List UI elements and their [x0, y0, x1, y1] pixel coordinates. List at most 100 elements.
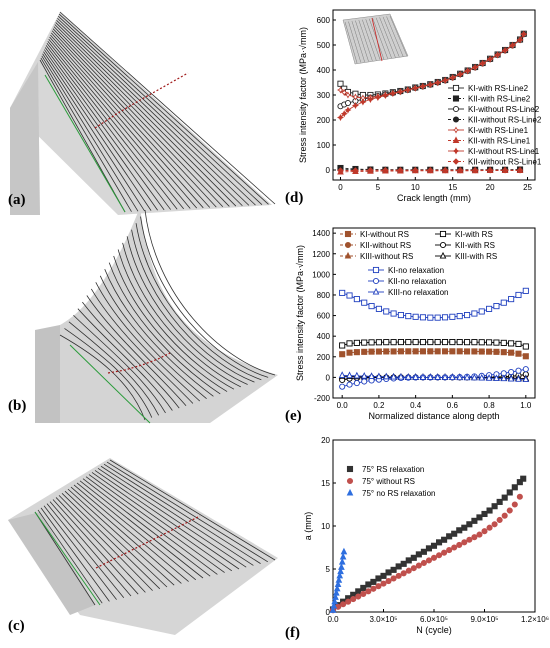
data-point [500, 339, 507, 346]
data-point [383, 308, 390, 315]
data-point [471, 64, 479, 71]
data-point [419, 314, 427, 321]
panel-label-e: (e) [285, 408, 302, 424]
mesh-image-c [8, 458, 278, 635]
data-point [337, 80, 344, 87]
data-point [420, 548, 427, 555]
y-tick-label: 100 [317, 141, 331, 150]
data-point [425, 557, 433, 564]
data-point [353, 339, 360, 346]
data-point [412, 373, 419, 380]
data-point [412, 339, 419, 346]
y-tick-label: 500 [317, 41, 331, 50]
data-point [476, 514, 483, 521]
data-point [396, 88, 404, 96]
chart-e-frame [332, 227, 536, 399]
data-point [340, 89, 348, 96]
legend-label: KIII-without RS [360, 252, 413, 261]
y-tick-label: 800 [317, 291, 331, 300]
data-point [344, 91, 352, 99]
data-point [456, 71, 464, 78]
legend-label: KII-with RS [455, 241, 495, 250]
chart-f-legend: 75° RS relaxation 75° without RS 75° no RS… [346, 465, 435, 498]
x-tick-label: 15 [448, 183, 457, 192]
x-tick-label: 20 [486, 183, 495, 192]
data-point [390, 348, 397, 355]
data-point [353, 371, 361, 379]
data-point [464, 339, 471, 346]
legend-marker [346, 488, 354, 496]
legend-label: KI-without RS-Line2 [468, 105, 540, 114]
y-tick-label: 200 [317, 353, 331, 362]
data-point [419, 348, 427, 355]
legend-label: KI-without RS-Line1 [468, 147, 540, 156]
data-point [507, 374, 515, 382]
data-point [337, 167, 344, 174]
data-point [339, 383, 346, 390]
data-point [352, 102, 359, 109]
data-point [381, 92, 389, 99]
legend-marker [346, 477, 354, 485]
panel-label-d: (d) [285, 190, 304, 206]
data-point [353, 349, 360, 356]
data-point [434, 348, 441, 355]
y-tick-label: 1000 [312, 270, 330, 279]
legend-marker [344, 251, 352, 259]
data-point [501, 494, 508, 501]
legend-label: KII-with RS-Line1 [468, 137, 531, 146]
series-7 [337, 167, 524, 174]
data-point [415, 562, 422, 569]
data-point [346, 340, 353, 347]
data-point [352, 93, 359, 101]
data-point [456, 339, 463, 346]
data-point [501, 167, 509, 174]
data-point [464, 348, 471, 355]
data-point [522, 353, 529, 360]
data-point [486, 348, 493, 355]
legend-label: KI-with RS [455, 230, 493, 239]
legend-label: KI-no relaxation [388, 266, 444, 275]
legend-marker [372, 277, 380, 285]
data-point [441, 373, 449, 380]
data-point [355, 593, 362, 600]
data-point [411, 84, 419, 92]
legend-label: KII-no relaxation [388, 277, 446, 286]
data-point [508, 296, 515, 303]
data-point [471, 348, 478, 355]
mesh-image-b [35, 207, 278, 424]
data-point [338, 558, 346, 565]
legend-marker [452, 147, 460, 155]
legend-marker [372, 287, 380, 295]
data-point [368, 348, 375, 355]
data-point [434, 79, 442, 87]
data-point [435, 552, 443, 559]
data-point [466, 536, 473, 543]
data-point [419, 373, 427, 380]
data-point [397, 348, 404, 355]
y-tick-label: -200 [314, 394, 331, 403]
data-point [486, 524, 493, 531]
data-point [368, 303, 375, 310]
data-point [515, 350, 522, 357]
y-axis-label: Stress intensity factor (MPa·√mm) [298, 27, 308, 163]
data-point [471, 167, 479, 174]
y-axis-label: Stress intensity factor (MPa·√mm) [295, 245, 305, 381]
data-point [493, 348, 500, 355]
data-point [441, 314, 449, 321]
data-point [425, 545, 433, 552]
data-point [382, 167, 389, 174]
data-point [383, 339, 390, 346]
data-point [410, 565, 417, 572]
data-point [508, 368, 515, 376]
data-point [405, 313, 412, 320]
data-point [426, 81, 434, 89]
y-tick-label: 0 [326, 166, 331, 175]
legend-marker [452, 95, 460, 102]
data-point [436, 539, 443, 546]
chart-e-legend: KI-without RS KII-without RS KIII-without … [340, 230, 497, 297]
data-point [346, 349, 353, 356]
data-point [456, 348, 463, 355]
data-point [500, 349, 507, 356]
data-point [385, 569, 392, 576]
x-tick-label: 25 [523, 183, 532, 192]
